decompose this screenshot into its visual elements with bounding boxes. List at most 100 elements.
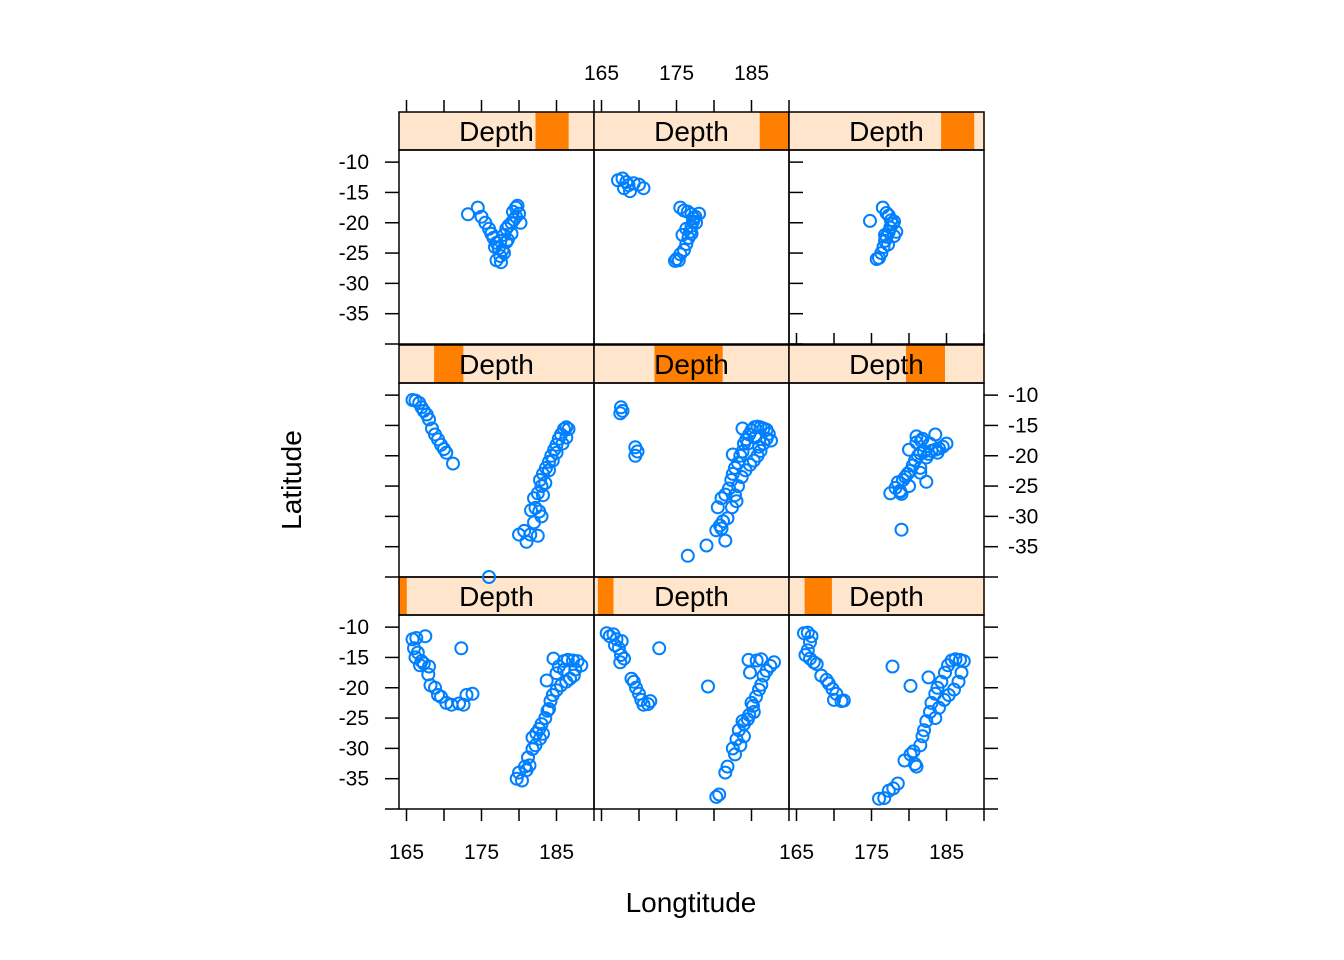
data-point xyxy=(954,665,969,680)
data-point xyxy=(459,688,474,702)
data-point xyxy=(734,470,749,484)
data-point xyxy=(743,665,757,680)
data-point xyxy=(725,447,740,462)
data-point xyxy=(641,697,655,712)
data-point xyxy=(767,655,781,670)
data-point xyxy=(869,252,884,267)
data-point xyxy=(540,703,555,718)
points-group xyxy=(883,427,954,537)
strip-background xyxy=(594,577,789,615)
points-group xyxy=(797,625,971,806)
y-tick-label: -35 xyxy=(1008,536,1038,559)
panel-9: Depth xyxy=(788,111,985,345)
data-point xyxy=(626,674,641,689)
data-point xyxy=(749,689,763,704)
data-point xyxy=(528,738,543,753)
data-point xyxy=(643,694,658,709)
y-tick-label: -30 xyxy=(1008,505,1038,528)
data-point xyxy=(951,674,966,689)
data-point xyxy=(939,436,954,451)
panel-7: Depth xyxy=(398,111,595,345)
x-tick-label: 165 xyxy=(389,841,424,864)
data-point xyxy=(718,533,733,548)
strip-label: Depth xyxy=(654,116,729,147)
data-point xyxy=(709,789,724,804)
y-tick-label: -10 xyxy=(1008,384,1038,407)
data-point xyxy=(561,422,576,437)
data-point xyxy=(729,494,744,509)
data-point xyxy=(885,659,900,674)
data-point xyxy=(917,723,931,738)
data-point xyxy=(608,638,622,653)
data-point xyxy=(735,421,750,436)
points-group xyxy=(405,629,589,788)
x-axis-title: Longtitude xyxy=(626,887,757,918)
panel-frame xyxy=(398,382,595,578)
panel-4: Depth xyxy=(398,344,595,584)
x-tick-label: 185 xyxy=(734,62,769,85)
points-group xyxy=(863,200,904,267)
panel-frame xyxy=(398,614,595,810)
data-point xyxy=(930,445,945,460)
x-axis-top-col3 xyxy=(795,333,985,345)
y-tick-label: -20 xyxy=(339,212,369,235)
data-point xyxy=(542,702,556,716)
data-point xyxy=(615,403,630,418)
data-point xyxy=(913,738,928,753)
y-axis-left-row3: -10 -15 -20 -25 -30 -35 xyxy=(339,151,399,345)
data-point xyxy=(754,677,769,692)
strip-depth-bar xyxy=(399,577,407,615)
y-tick-label: -20 xyxy=(1008,445,1038,468)
panel-5: Depth xyxy=(593,344,790,578)
data-point xyxy=(686,214,700,229)
x-axis-bottom-col3: 165 175 185 xyxy=(779,809,985,864)
y-tick-label: -35 xyxy=(339,768,369,791)
data-point xyxy=(557,422,571,437)
y-axis-title: Latitude xyxy=(276,430,307,530)
strip-label: Depth xyxy=(849,116,924,147)
data-point xyxy=(542,463,556,478)
x-axis-bottom-col2 xyxy=(600,809,790,821)
data-point xyxy=(948,652,963,667)
y-tick-label: -25 xyxy=(339,242,369,265)
data-point xyxy=(741,652,756,667)
data-point xyxy=(746,453,761,468)
x-tick-label: 185 xyxy=(929,841,964,864)
data-point xyxy=(515,773,529,788)
panel-2: Depth xyxy=(593,576,790,810)
points-group xyxy=(461,198,528,270)
x-tick-label: 165 xyxy=(584,62,619,85)
data-point xyxy=(628,448,643,463)
data-point xyxy=(902,479,916,494)
data-point xyxy=(915,729,930,744)
strip-depth-bar xyxy=(941,112,975,150)
data-point xyxy=(461,207,475,222)
x-tick-label: 185 xyxy=(539,841,574,864)
data-point xyxy=(749,653,764,668)
x-axis-top-col2: 165 175 185 xyxy=(584,62,790,112)
data-point xyxy=(710,500,725,515)
panel-frame xyxy=(788,614,985,810)
data-point xyxy=(549,666,564,681)
data-point xyxy=(699,538,714,553)
y-axis-left-row2 xyxy=(385,394,399,578)
data-point xyxy=(909,759,924,774)
data-point xyxy=(902,442,916,457)
data-point xyxy=(652,641,667,656)
y-axis-right-row2: -10 -15 -20 -25 -30 -35 xyxy=(984,384,1038,578)
data-point xyxy=(921,446,936,461)
data-point xyxy=(536,488,550,503)
data-point xyxy=(809,657,824,672)
data-point xyxy=(890,776,905,791)
data-point xyxy=(921,670,936,685)
data-point xyxy=(913,460,928,475)
data-point xyxy=(877,791,892,806)
data-point xyxy=(409,631,424,645)
data-point xyxy=(623,184,637,199)
data-point xyxy=(613,655,628,670)
data-point xyxy=(738,463,753,478)
data-point xyxy=(720,511,735,526)
y-tick-label: -20 xyxy=(339,677,369,700)
data-point xyxy=(534,509,549,524)
